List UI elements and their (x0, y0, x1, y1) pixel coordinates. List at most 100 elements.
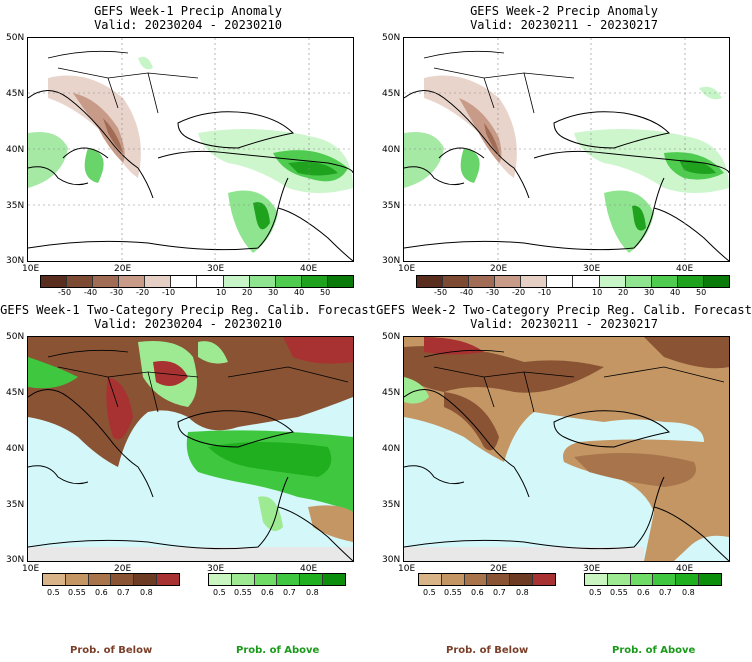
lat-label: 35N (382, 201, 401, 211)
colorbar-tick: 0.6 (637, 588, 650, 597)
lon-label: 30E (207, 564, 225, 574)
anomaly-map (403, 37, 730, 262)
colorbar-tick: 40 (294, 288, 305, 297)
lat-label: 40N (382, 145, 401, 155)
colorbar-tick: 0.7 (493, 588, 506, 597)
prob-below-label: Prob. of Below (446, 645, 529, 656)
anomaly-map (27, 37, 354, 262)
lat-label: 40N (6, 444, 25, 454)
colorbar-tick: 20 (618, 288, 629, 297)
lat-label: 35N (6, 201, 25, 211)
prob-below-colorbar (42, 573, 180, 586)
colorbar-tick: 0.55 (234, 588, 252, 597)
colorbar-tick: -40 (84, 288, 98, 297)
lat-label: 30N (382, 256, 401, 266)
prob-below-colorbar (418, 573, 556, 586)
lat-label: 45N (382, 89, 401, 99)
colorbar-tick: 30 (644, 288, 655, 297)
colorbar-tick: -20 (512, 288, 526, 297)
lat-label: 40N (6, 145, 25, 155)
lat-label: 45N (6, 388, 25, 398)
panel-week1-probability: GEFS Week-1 Two-Category Precip Reg. Cal… (0, 300, 376, 662)
colorbar-tick: -30 (110, 288, 124, 297)
colorbar-tick: 0.55 (444, 588, 462, 597)
lon-label: 10E (398, 264, 416, 274)
lon-label: 10E (398, 564, 416, 574)
colorbar-tick: 0.7 (659, 588, 672, 597)
anomaly-colorbar (40, 275, 354, 288)
lon-label: 40E (300, 564, 318, 574)
prob-above-label: Prob. of Above (612, 645, 696, 656)
lon-label: 30E (207, 264, 225, 274)
colorbar-tick: 0.8 (140, 588, 153, 597)
panel-week2-anomaly: GEFS Week-2 Precip Anomaly Valid: 202302… (376, 0, 752, 300)
colorbar-tick: 40 (670, 288, 681, 297)
panel-week2-probability: GEFS Week-2 Two-Category Precip Reg. Cal… (376, 300, 752, 662)
colorbar-tick: 0.5 (589, 588, 602, 597)
lon-label: 20E (490, 564, 508, 574)
colorbar-tick: 0.6 (95, 588, 108, 597)
colorbar-tick: 10 (592, 288, 603, 297)
lon-label: 10E (22, 264, 40, 274)
lon-label: 40E (676, 564, 694, 574)
panel-valid-dates: Valid: 20230211 - 20230217 (470, 18, 658, 32)
lon-label: 10E (22, 564, 40, 574)
colorbar-tick: 10 (216, 288, 227, 297)
anomaly-colorbar (416, 275, 730, 288)
probability-map (403, 336, 730, 562)
lat-label: 50N (382, 332, 401, 342)
colorbar-tick: 0.8 (306, 588, 319, 597)
prob-below-label: Prob. of Below (70, 645, 153, 656)
colorbar-tick: 0.55 (68, 588, 86, 597)
colorbar-tick: 0.8 (682, 588, 695, 597)
lon-label: 40E (676, 264, 694, 274)
lon-label: 30E (583, 564, 601, 574)
colorbar-tick: 20 (242, 288, 253, 297)
colorbar-tick: 0.7 (283, 588, 296, 597)
lon-label: 20E (114, 264, 132, 274)
colorbar-tick: 0.7 (117, 588, 130, 597)
lon-label: 30E (583, 264, 601, 274)
lat-label: 30N (6, 555, 25, 565)
lat-label: 30N (6, 256, 25, 266)
panel-title: GEFS Week-1 Precip Anomaly (94, 4, 282, 18)
colorbar-tick: -10 (162, 288, 176, 297)
prob-above-colorbar (208, 573, 346, 586)
lat-label: 45N (6, 89, 25, 99)
lat-label: 45N (382, 388, 401, 398)
colorbar-tick: 0.6 (471, 588, 484, 597)
prob-above-label: Prob. of Above (236, 645, 320, 656)
colorbar-tick: 0.5 (213, 588, 226, 597)
colorbar-tick: -50 (58, 288, 72, 297)
lon-label: 20E (490, 264, 508, 274)
colorbar-tick: 0.55 (610, 588, 628, 597)
probability-map (27, 336, 354, 562)
colorbar-tick: 30 (268, 288, 279, 297)
colorbar-tick: 0.5 (423, 588, 436, 597)
colorbar-tick: 0.5 (47, 588, 60, 597)
panel-title: GEFS Week-2 Precip Anomaly (470, 4, 658, 18)
panel-title: GEFS Week-2 Two-Category Precip Reg. Cal… (376, 303, 752, 317)
colorbar-tick: -10 (538, 288, 552, 297)
colorbar-tick: 0.8 (516, 588, 529, 597)
colorbar-tick: -40 (460, 288, 474, 297)
colorbar-tick: 0.6 (261, 588, 274, 597)
lat-label: 35N (6, 500, 25, 510)
colorbar-tick: -20 (136, 288, 150, 297)
panel-valid-dates: Valid: 20230204 - 20230210 (94, 317, 282, 331)
lat-label: 35N (382, 500, 401, 510)
colorbar-tick: 50 (320, 288, 331, 297)
panel-week1-anomaly: GEFS Week-1 Precip Anomaly Valid: 202302… (0, 0, 376, 300)
lat-label: 50N (382, 33, 401, 43)
lon-label: 40E (300, 264, 318, 274)
panel-title: GEFS Week-1 Two-Category Precip Reg. Cal… (0, 303, 376, 317)
colorbar-tick: 50 (696, 288, 707, 297)
prob-above-colorbar (584, 573, 722, 586)
lat-label: 40N (382, 444, 401, 454)
lat-label: 50N (6, 332, 25, 342)
colorbar-tick: -50 (434, 288, 448, 297)
colorbar-tick: -30 (486, 288, 500, 297)
panel-valid-dates: Valid: 20230211 - 20230217 (470, 317, 658, 331)
lon-label: 20E (114, 564, 132, 574)
lat-label: 50N (6, 33, 25, 43)
